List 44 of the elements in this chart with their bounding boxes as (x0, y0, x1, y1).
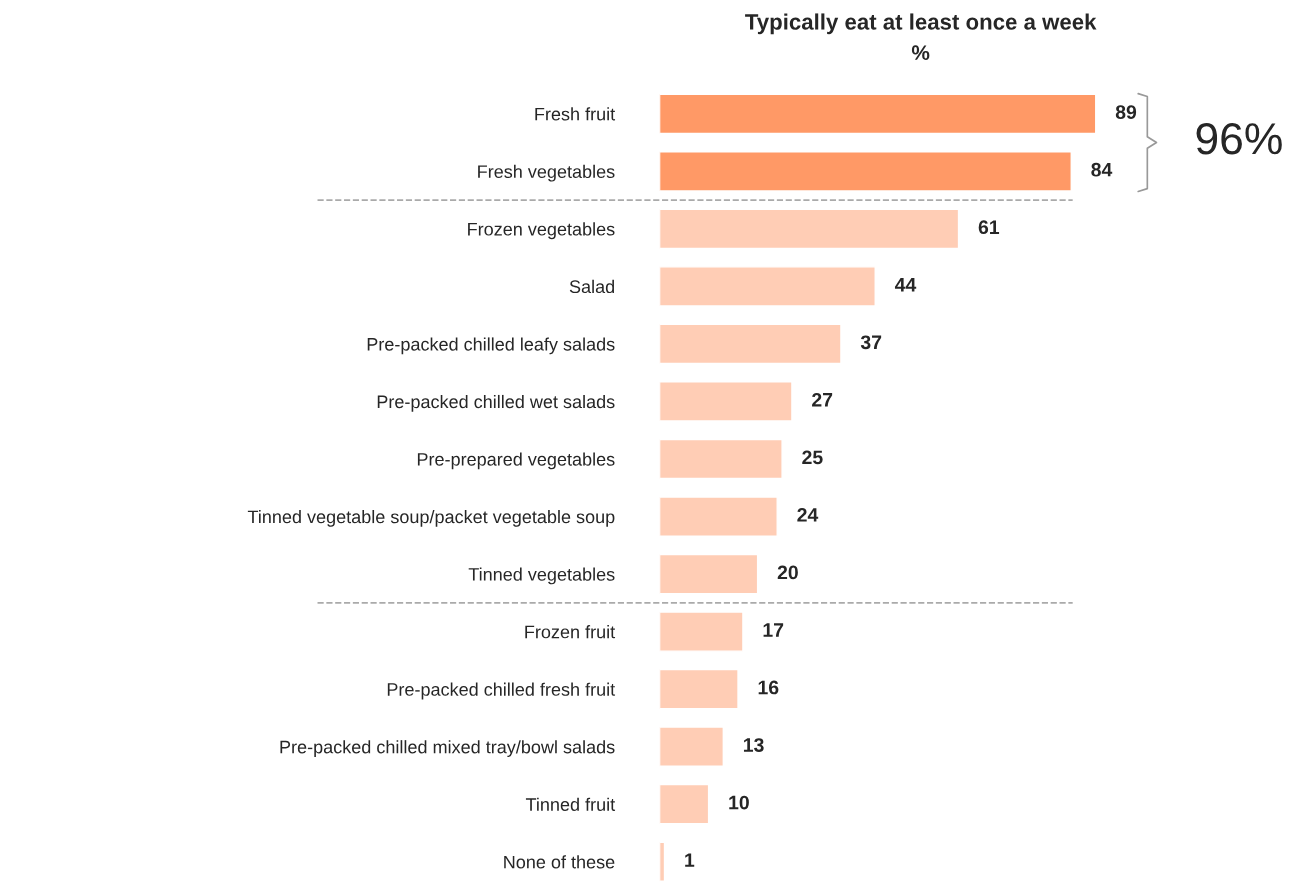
text: 96% (1196, 123, 1282, 155)
y-tick-label: Salad (569, 279, 614, 294)
data-label: 13 (743, 738, 764, 752)
y-tick-label: Tinned vegetables (468, 567, 615, 585)
y-tick-label: Pre-packed chilled wet salads (377, 394, 615, 412)
data-label: 10 (729, 795, 749, 810)
data-label: 25 (802, 450, 823, 465)
data-label: 27 (812, 392, 833, 407)
bar (659, 726, 725, 767)
bar (659, 266, 876, 307)
data-label: 1 (685, 853, 695, 867)
bar (659, 668, 739, 710)
bar (659, 323, 842, 365)
bar (659, 93, 1097, 135)
chart-title: Typically eat at least once a week (745, 13, 1097, 35)
bar (659, 208, 960, 250)
data-label: 20 (777, 565, 798, 580)
data-label: 16 (758, 680, 779, 695)
bar (659, 783, 710, 825)
y-tick-label: Tinned vegetable soup/packet vegetable soup (247, 510, 615, 527)
bar (659, 611, 744, 652)
y-tick-label: Pre-packed chilled fresh fruit (387, 682, 616, 700)
y-tick-label: None of these (504, 855, 615, 869)
bar (659, 151, 1072, 192)
data-label: 37 (860, 335, 882, 350)
y-tick-label: Pre-packed chilled mixed tray/bowl salads (280, 740, 615, 757)
data-label: 17 (763, 623, 784, 637)
data-label: 61 (978, 220, 1000, 235)
bar (659, 381, 793, 422)
y-tick-label: Tinned fruit (525, 797, 616, 811)
y-tick-label: Pre-prepared vegetables (417, 452, 615, 470)
y-tick-label: Fresh fruit (535, 107, 616, 121)
y-tick-label: Frozen vegetables (468, 222, 615, 240)
y-tick-label: Frozen fruit (525, 625, 616, 639)
bar (659, 553, 759, 595)
bar (659, 438, 783, 480)
chart-subtitle: % (911, 45, 930, 61)
bar (659, 496, 778, 537)
data-label: 84 (1091, 162, 1113, 177)
data-label: 44 (894, 278, 917, 292)
y-tick-label: Pre-packed chilled leafy salads (367, 337, 615, 355)
data-label: 89 (1115, 105, 1137, 120)
data-label: 24 (797, 507, 819, 522)
y-tick-label: Fresh vegetables (478, 164, 615, 182)
